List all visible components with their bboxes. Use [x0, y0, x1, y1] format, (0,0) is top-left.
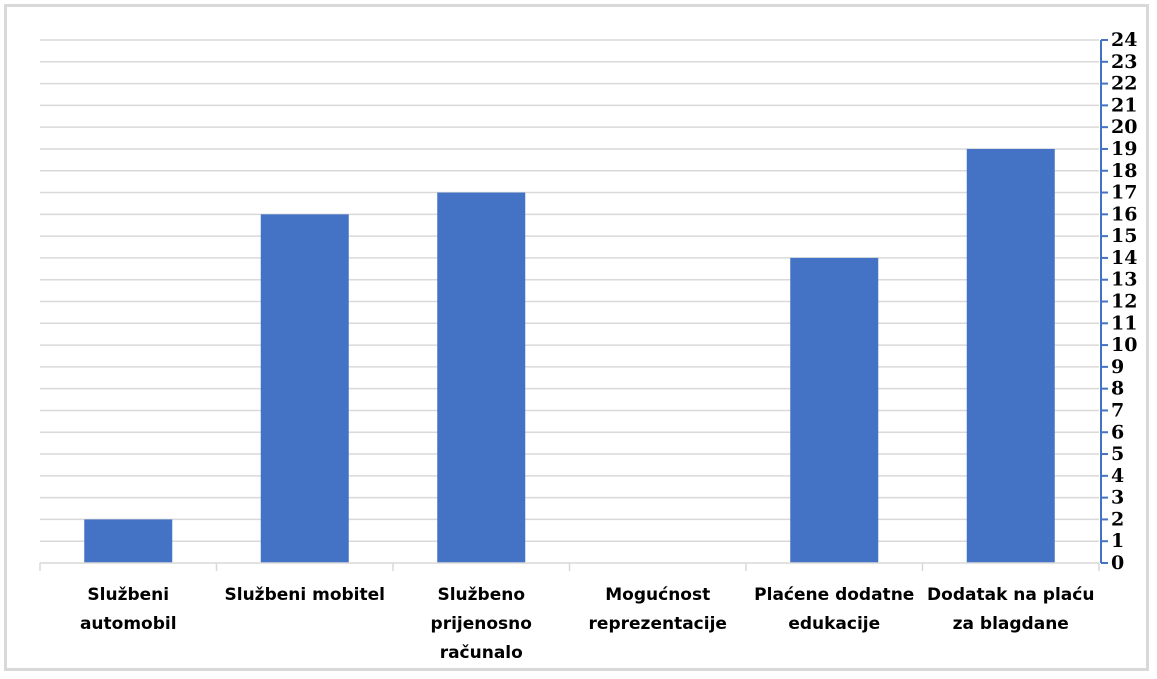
y-tick-label: 11	[1111, 312, 1137, 334]
y-tick-label: 22	[1111, 73, 1137, 95]
x-category-label: Mogućnost	[605, 585, 710, 605]
x-category-label: Službeno	[437, 585, 525, 605]
y-tick-label: 13	[1111, 269, 1137, 291]
y-tick-label: 19	[1111, 138, 1137, 160]
x-category-label: Službeni	[87, 585, 169, 605]
chart-frame	[4, 4, 1149, 671]
x-category-label: Plaćene dodatne	[754, 585, 914, 605]
x-category-label: Dodatak na plaću	[927, 585, 1094, 605]
bar	[260, 214, 349, 564]
bar	[966, 148, 1055, 564]
y-tick-label: 17	[1111, 182, 1137, 204]
bar	[84, 519, 173, 563]
gridlines	[40, 39, 1099, 542]
x-category-label: edukacije	[788, 614, 880, 634]
y-tick-label: 12	[1111, 291, 1137, 313]
y-tick-label: 2	[1111, 508, 1124, 530]
x-category-labels: Službeni automobil Službeni mobitel Služben…	[80, 585, 1095, 663]
y-tick-label: 10	[1111, 334, 1137, 356]
y-tick-label: 3	[1111, 487, 1124, 509]
x-category-label: Službeni mobitel	[225, 585, 386, 605]
y-tick-label: 6	[1111, 421, 1124, 443]
x-category-label: prijenosno	[431, 614, 532, 634]
y-tick-label: 9	[1111, 356, 1124, 378]
y-tick-label: 18	[1111, 160, 1137, 182]
y-tick-label: 16	[1111, 203, 1137, 225]
y-tick-label: 20	[1111, 116, 1137, 138]
y-tick-label: 21	[1111, 94, 1137, 116]
y-tick-label: 0	[1111, 552, 1124, 574]
x-category-label: reprezentacije	[589, 614, 727, 634]
y-tick-label: 24	[1111, 29, 1137, 51]
bars	[84, 148, 1055, 564]
y-tick-label: 23	[1111, 51, 1137, 73]
y-tick-label: 8	[1111, 378, 1124, 400]
bar	[437, 192, 526, 563]
y-tick-label: 4	[1111, 465, 1124, 487]
x-category-label: za blagdane	[953, 614, 1069, 634]
y-tick-label: 14	[1111, 247, 1137, 269]
x-category-label: računalo	[440, 643, 523, 663]
axes	[39, 39, 1108, 571]
y-tick-label: 15	[1111, 225, 1137, 247]
x-category-label: automobil	[80, 614, 177, 634]
y-tick-label: 7	[1111, 399, 1124, 421]
bar	[790, 257, 879, 563]
y-tick-label: 1	[1111, 530, 1124, 552]
y-tick-label: 5	[1111, 443, 1124, 465]
